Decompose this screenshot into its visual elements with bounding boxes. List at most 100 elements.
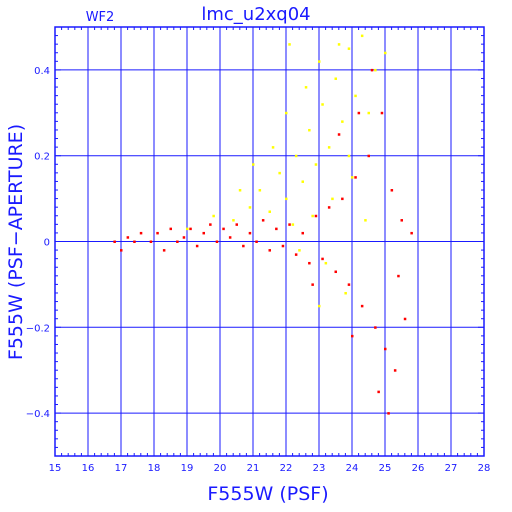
red-point <box>334 270 337 274</box>
red-point <box>341 197 344 201</box>
red-point <box>255 240 258 243</box>
red-point <box>410 231 413 235</box>
yellow-point <box>291 223 295 226</box>
red-point <box>351 334 354 338</box>
red-point <box>242 244 245 248</box>
x-axis-label: F555W (PSF) <box>207 483 328 505</box>
red-point <box>169 227 172 231</box>
y-axis-label: F555W (PSF−APERTURE) <box>5 124 27 360</box>
red-point <box>275 227 278 231</box>
yellow-point <box>232 219 235 222</box>
yellow-point <box>318 60 321 63</box>
red-point <box>182 236 186 239</box>
red-point <box>156 231 159 235</box>
red-point <box>294 253 298 256</box>
x-tick-label: 16 <box>82 463 95 474</box>
x-tick-label: 18 <box>148 463 161 474</box>
yellow-point <box>294 154 298 158</box>
red-point <box>235 223 238 226</box>
yellow-point <box>360 34 364 38</box>
x-tick-label: 24 <box>346 463 359 474</box>
yellow-point <box>252 163 255 166</box>
red-point <box>380 111 384 115</box>
red-point <box>390 189 394 192</box>
yellow-point <box>347 154 351 158</box>
yellow-point <box>308 128 311 132</box>
y-tick-label: −0.2 <box>26 323 50 334</box>
red-point <box>222 227 225 231</box>
x-tick-label: 25 <box>379 463 392 474</box>
x-tick-label: 27 <box>445 463 458 474</box>
yellow-point <box>318 304 321 308</box>
grid-lines <box>55 27 484 456</box>
yellow-point <box>285 197 288 201</box>
red-point <box>311 283 314 286</box>
red-point <box>321 257 324 261</box>
red-point <box>281 244 285 248</box>
x-tick-label: 17 <box>115 463 128 474</box>
yellow-point <box>268 210 271 213</box>
yellow-point <box>212 214 215 218</box>
yellow-point <box>314 163 318 166</box>
yellow-point <box>344 291 347 295</box>
red-point <box>126 236 130 239</box>
y-tick-label: 0.2 <box>34 152 50 163</box>
yellow-point <box>321 103 324 106</box>
yellow-point <box>258 189 262 192</box>
yellow-point <box>311 214 314 218</box>
yellow-point <box>337 43 341 46</box>
red-point <box>162 249 166 252</box>
yellow-point <box>367 111 370 115</box>
yellow-point <box>354 94 357 98</box>
yellow-point <box>304 86 308 89</box>
yellow-point <box>298 249 301 252</box>
red-point <box>133 240 136 243</box>
yellow-point <box>271 146 275 149</box>
red-point <box>397 274 400 278</box>
yellow-point <box>341 120 344 123</box>
red-point <box>370 68 374 72</box>
red-point <box>387 412 390 415</box>
y-tick-label: 0.4 <box>34 66 50 77</box>
yellow-point <box>364 219 367 222</box>
red-point <box>374 326 377 329</box>
yellow-point <box>301 180 304 183</box>
chart-title: lmc_u2xq04 <box>201 4 310 25</box>
red-point <box>360 304 364 308</box>
red-point <box>189 227 192 231</box>
x-tick-label: 23 <box>313 463 326 474</box>
red-point <box>228 236 232 239</box>
red-point <box>202 231 205 235</box>
x-tick-label: 19 <box>181 463 194 474</box>
red-point <box>301 231 304 235</box>
chart-subtitle: WF2 <box>86 10 115 25</box>
red-point <box>393 369 397 372</box>
yellow-point <box>351 176 354 179</box>
x-tick-label: 15 <box>49 463 62 474</box>
yellow-point <box>186 227 189 231</box>
x-tick-label: 20 <box>214 463 227 474</box>
red-point <box>120 249 123 252</box>
x-tick-label: 22 <box>280 463 293 474</box>
tick-labels: 15 16 17 18 19 20 21 22 23 24 25 26 27 28 −0.4 −0.2 0 0.2… <box>26 66 491 474</box>
yellow-point <box>248 206 252 209</box>
red-point <box>261 219 265 222</box>
red-point <box>367 154 370 158</box>
red-point <box>149 240 153 243</box>
x-tick-label: 26 <box>412 463 425 474</box>
red-point <box>327 206 331 209</box>
red-point <box>215 240 219 243</box>
yellow-point <box>334 77 337 80</box>
x-tick-label: 21 <box>247 463 260 474</box>
red-point <box>357 111 361 115</box>
yellow-point <box>278 171 281 175</box>
yellow-point <box>331 197 334 201</box>
axes <box>54 26 485 457</box>
red-point <box>337 133 341 136</box>
red-point <box>403 317 407 321</box>
yellow-point <box>384 51 387 55</box>
yellow-point <box>327 146 331 149</box>
red-point <box>176 240 179 243</box>
red-point <box>384 347 387 351</box>
